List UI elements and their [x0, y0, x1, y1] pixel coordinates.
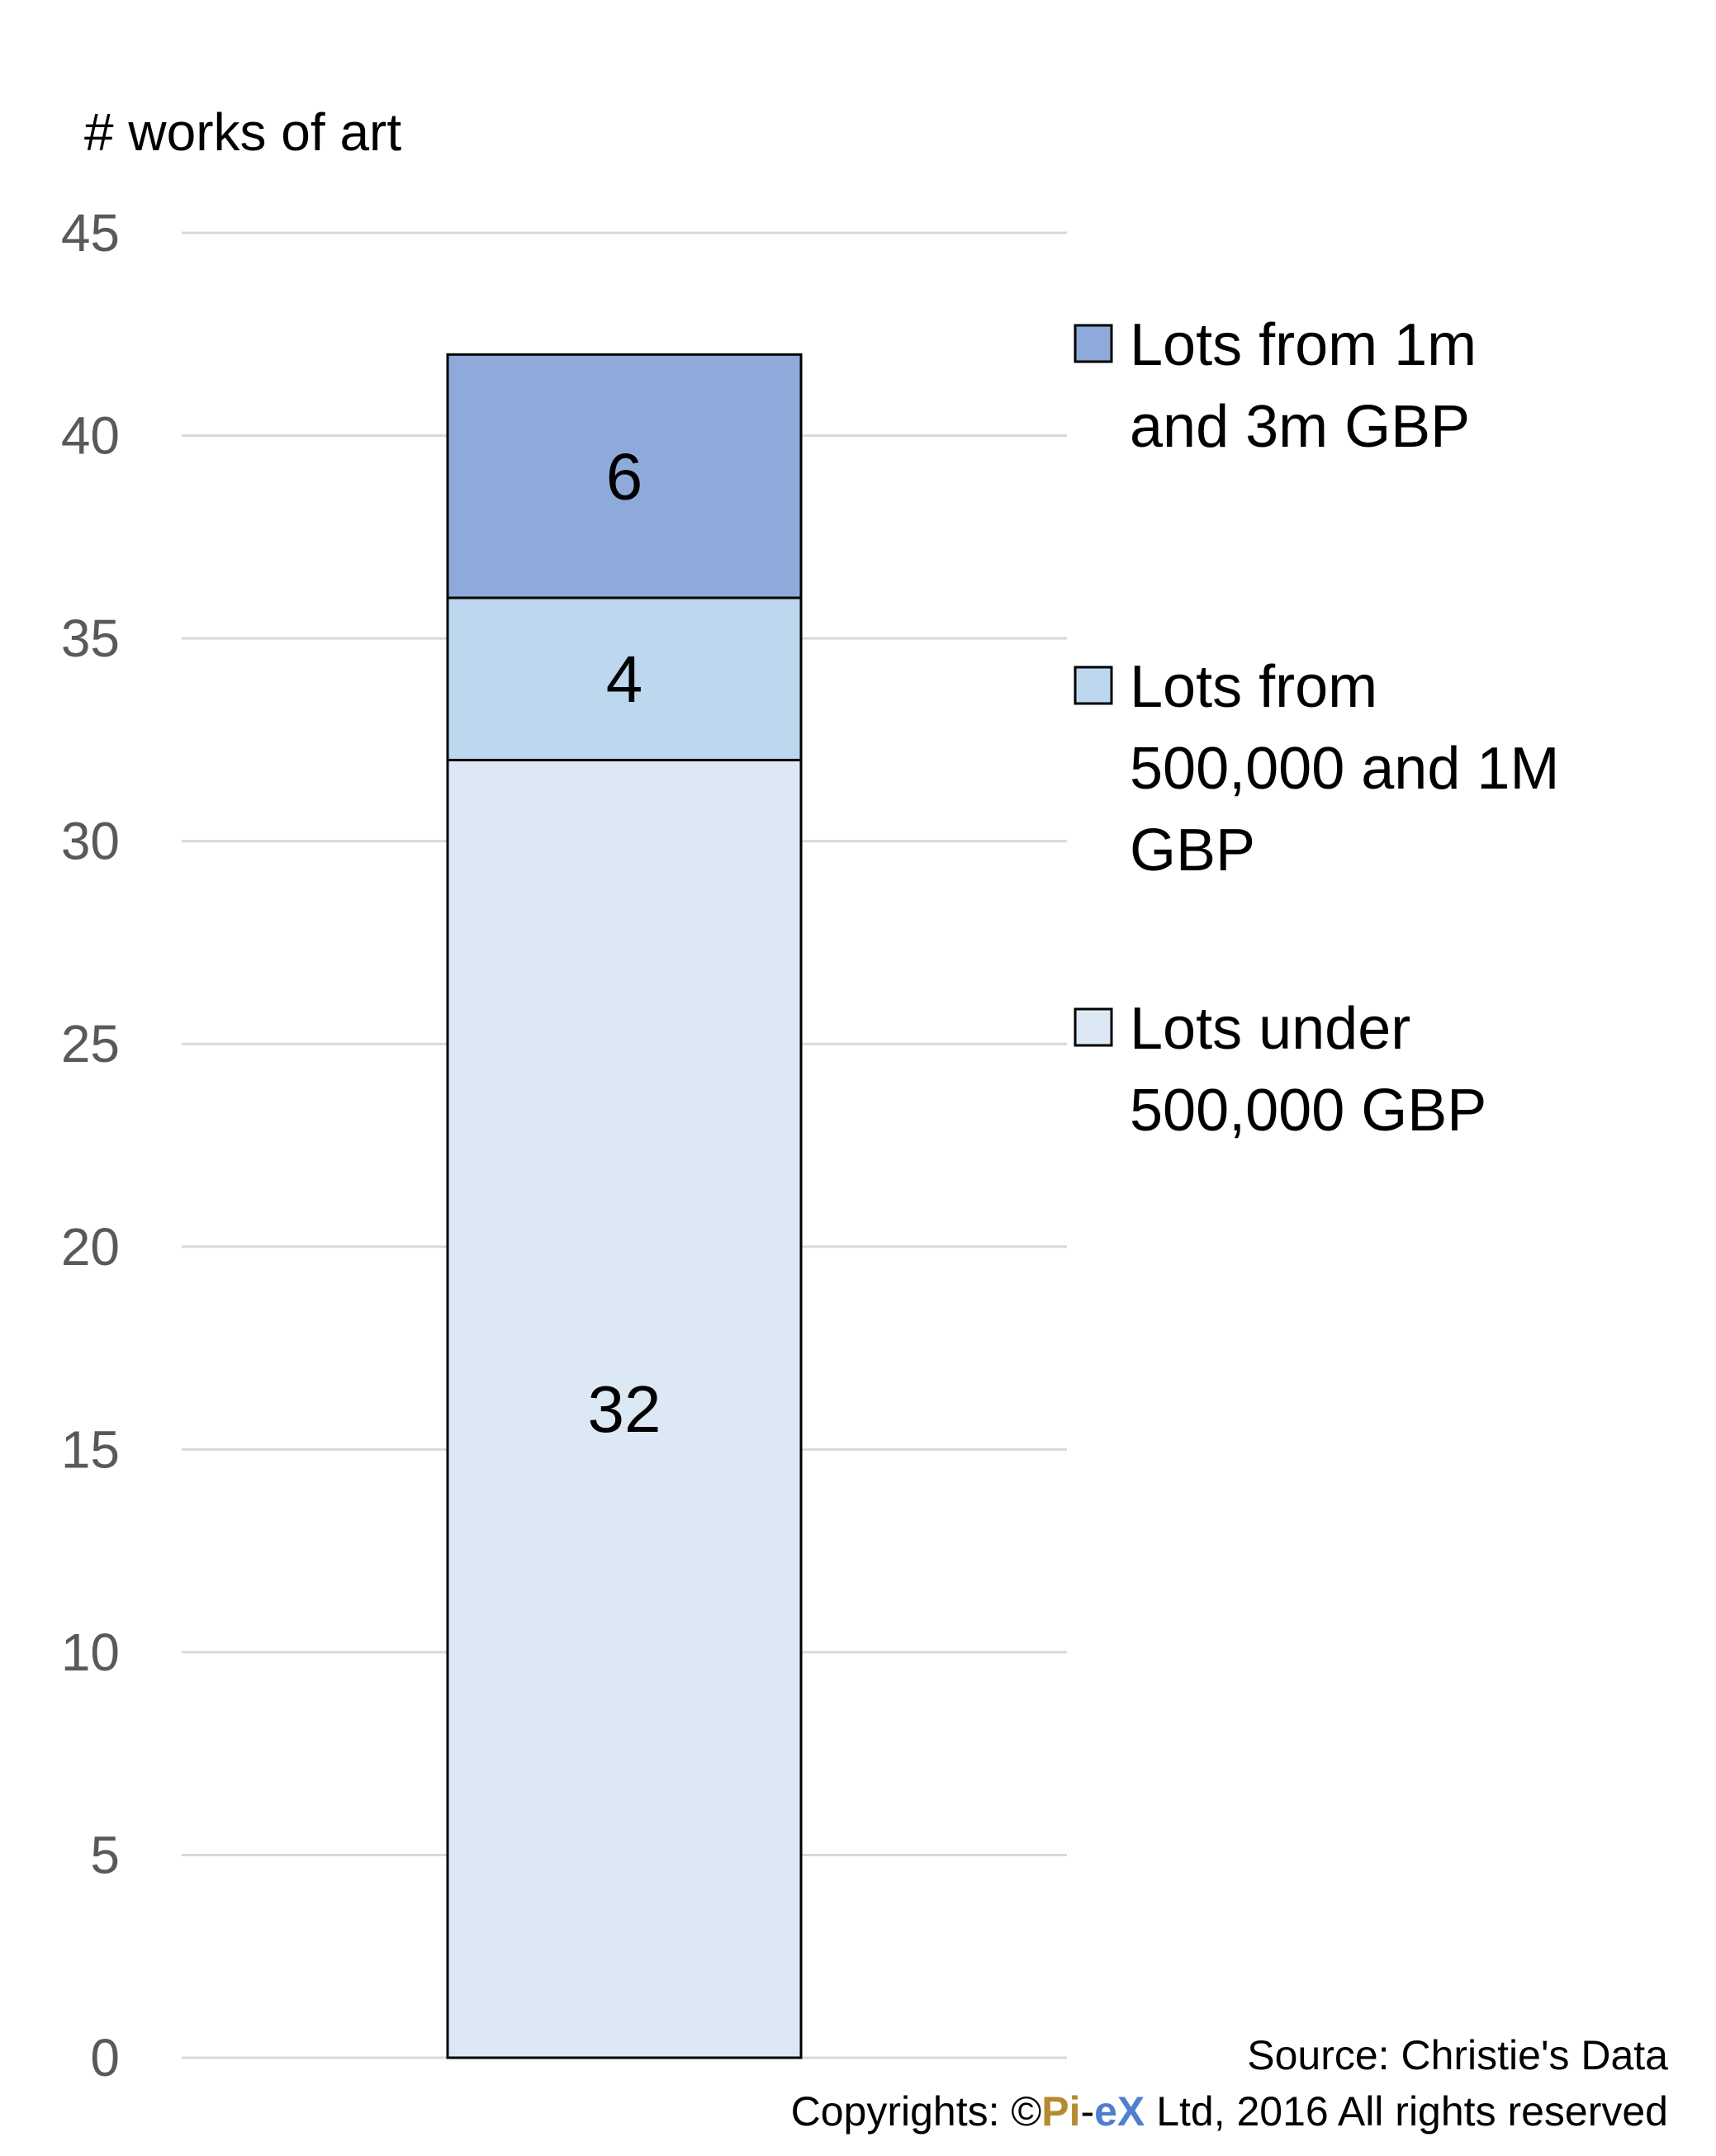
- y-tick-label: 30: [61, 812, 120, 871]
- y-tick-label: 0: [90, 2028, 120, 2087]
- brand-dash: -: [1080, 2088, 1095, 2135]
- source-note: Source: Christie's Data: [1247, 2032, 1668, 2078]
- y-tick-label: 40: [61, 406, 120, 466]
- bar-segment: [446, 353, 803, 599]
- y-axis-label: # works of art: [84, 102, 401, 162]
- data-label: 4: [606, 642, 643, 716]
- legend: Lots from 1m and 3m GBP Lots from 500,000 a…: [1074, 312, 1559, 1144]
- copyright-suffix: Ltd, 2016 All rights reserved: [1145, 2088, 1668, 2135]
- data-label: 6: [606, 440, 643, 514]
- copyright-prefix: Copyrights: ©: [790, 2088, 1042, 2135]
- y-tick-label: 20: [61, 1217, 120, 1277]
- data-label: 32: [588, 1372, 661, 1446]
- copyright-note: Copyrights: ©Pi-eX Ltd, 2016 All rights …: [791, 2087, 1668, 2135]
- brand-pi: Pi: [1041, 2088, 1081, 2135]
- legend-label: 500,000 and 1M: [1130, 736, 1559, 802]
- legend-label: GBP: [1130, 817, 1255, 884]
- y-tick-label: 5: [90, 1825, 120, 1884]
- legend-swatch: [1074, 1007, 1113, 1047]
- legend-label: Lots from: [1130, 654, 1377, 720]
- legend-swatch: [1074, 666, 1113, 705]
- y-tick-label: 25: [61, 1014, 120, 1073]
- y-tick-label: 35: [61, 609, 120, 668]
- y-tick-label: 15: [61, 1419, 120, 1479]
- legend-label: 500,000 GBP: [1130, 1078, 1486, 1144]
- bar-segment: [446, 596, 803, 761]
- bar-stack: 32 4 6: [446, 353, 803, 2059]
- legend-label: Lots from 1m: [1130, 312, 1477, 378]
- y-tick-label: 10: [61, 1623, 120, 1682]
- y-tick-label: 45: [61, 203, 120, 263]
- y-axis-ticks: 0 5 10 15 20 25 30 35 40 45: [61, 203, 120, 2087]
- brand-ex: eX: [1094, 2088, 1145, 2135]
- legend-label: and 3m GBP: [1130, 394, 1470, 460]
- legend-swatch: [1074, 324, 1113, 363]
- legend-label: Lots under: [1130, 996, 1410, 1062]
